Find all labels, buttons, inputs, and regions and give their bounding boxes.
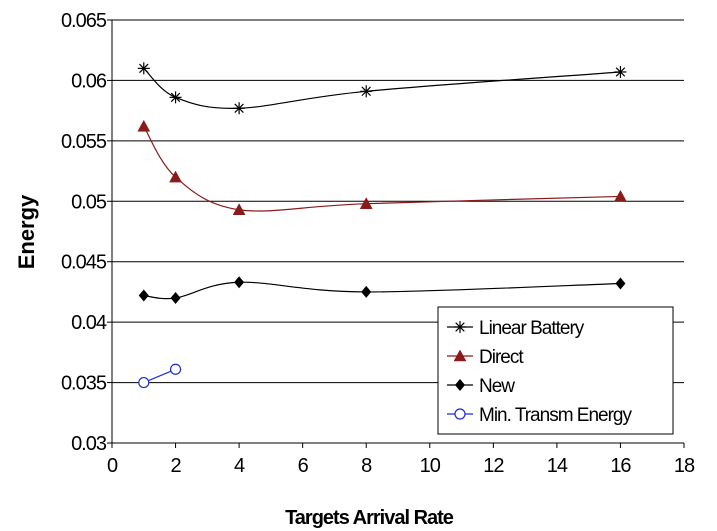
y-tick-label: 0.065 bbox=[61, 10, 107, 32]
data-point bbox=[137, 62, 150, 75]
axes bbox=[111, 20, 684, 444]
y-tick-label: 0.03 bbox=[71, 433, 107, 455]
y-tick-label: 0.06 bbox=[71, 70, 107, 92]
legend-label: Direct bbox=[479, 347, 524, 368]
x-tick-label: 6 bbox=[298, 455, 309, 477]
x-tick-label: 10 bbox=[420, 455, 441, 477]
legend-marker bbox=[453, 349, 467, 362]
x-axis-title: Targets Arrival Rate bbox=[285, 507, 454, 529]
x-tick-label: 16 bbox=[610, 455, 631, 477]
data-point bbox=[360, 85, 373, 98]
legend: Linear Battery Direct New Min. Transm Energ… bbox=[437, 306, 674, 435]
legend-entry: Linear Battery bbox=[447, 318, 586, 339]
series-direct bbox=[137, 119, 627, 215]
legend-label: New bbox=[479, 376, 515, 397]
y-tick-label: 0.04 bbox=[71, 312, 107, 334]
x-tick-label: 18 bbox=[674, 455, 695, 477]
data-point bbox=[615, 277, 626, 290]
legend-label: Min. Transm Energy bbox=[479, 405, 632, 426]
series-line bbox=[143, 67, 621, 109]
data-point bbox=[233, 102, 246, 115]
data-point bbox=[170, 291, 181, 304]
x-tick-labels: 0 2 4 6 8 10 12 14 16 18 bbox=[107, 455, 696, 477]
data-point bbox=[169, 91, 182, 104]
legend-entry: New bbox=[447, 376, 516, 397]
x-tick-label: 0 bbox=[107, 455, 118, 477]
data-point bbox=[169, 363, 182, 375]
data-point bbox=[138, 376, 150, 389]
series-linear-battery bbox=[137, 62, 627, 115]
legend-box bbox=[437, 306, 674, 435]
x-tick-label: 4 bbox=[234, 455, 245, 477]
x-tick-label: 8 bbox=[361, 455, 372, 477]
legend-marker bbox=[455, 379, 465, 391]
data-point bbox=[359, 197, 373, 209]
data-point bbox=[232, 203, 246, 215]
x-tick-label: 12 bbox=[483, 455, 504, 477]
legend-label: Linear Battery bbox=[479, 318, 585, 339]
data-point bbox=[614, 65, 627, 78]
legend-entry: Min. Transm Energy bbox=[447, 405, 633, 426]
data-point bbox=[361, 285, 372, 298]
data-point bbox=[169, 170, 182, 183]
y-tick-label: 0.035 bbox=[61, 373, 107, 395]
series-new bbox=[138, 276, 626, 304]
y-axis-title: Energy bbox=[14, 194, 39, 269]
legend-marker bbox=[454, 408, 466, 420]
y-tick-labels: 0.03 0.035 0.04 0.045 0.05 0.055 0.06 0.065 bbox=[61, 10, 108, 455]
y-tick-label: 0.055 bbox=[61, 131, 107, 153]
gridlines bbox=[107, 19, 685, 448]
series-min-transm-energy bbox=[138, 363, 182, 389]
y-tick-label: 0.045 bbox=[61, 252, 107, 274]
legend-entry: Direct bbox=[447, 347, 525, 368]
legend-marker bbox=[454, 321, 466, 333]
data-point bbox=[137, 119, 151, 132]
series-line bbox=[143, 368, 176, 384]
x-tick-label: 2 bbox=[170, 455, 181, 477]
series-line bbox=[143, 126, 621, 212]
series-line bbox=[143, 281, 621, 300]
series bbox=[137, 62, 627, 389]
data-point bbox=[138, 289, 149, 302]
data-point bbox=[614, 189, 627, 202]
x-tick-label: 14 bbox=[547, 455, 568, 477]
y-tick-label: 0.05 bbox=[71, 191, 107, 213]
data-point bbox=[234, 276, 245, 289]
